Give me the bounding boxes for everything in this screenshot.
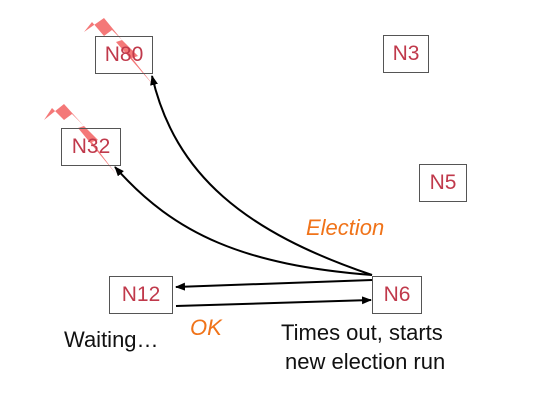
node-n3: N3 bbox=[383, 35, 429, 73]
timeout-label-line1: Times out, starts bbox=[281, 320, 443, 346]
node-n32: N32 bbox=[61, 128, 121, 166]
node-n80: N80 bbox=[95, 36, 153, 74]
ok-arrow-to-n6 bbox=[176, 300, 371, 306]
ok-label: OK bbox=[190, 315, 222, 341]
election-label: Election bbox=[306, 215, 384, 241]
election-arrow-to-n80 bbox=[152, 76, 372, 275]
node-n12: N12 bbox=[109, 276, 173, 314]
node-n6: N6 bbox=[372, 276, 422, 314]
node-n5: N5 bbox=[419, 164, 467, 202]
waiting-label: Waiting… bbox=[64, 327, 159, 353]
election-arrow-to-n12 bbox=[176, 280, 372, 287]
timeout-label-line2: new election run bbox=[285, 349, 445, 375]
